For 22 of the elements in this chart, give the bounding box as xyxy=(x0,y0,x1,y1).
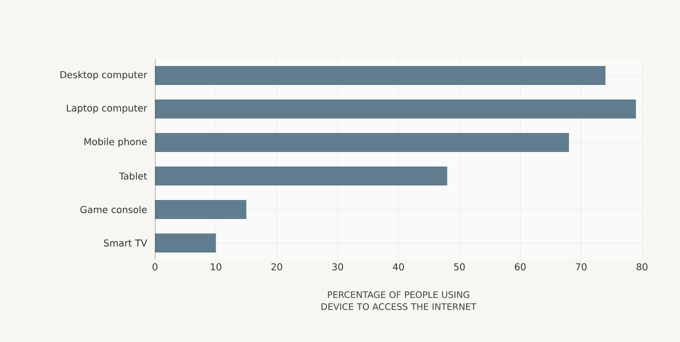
bar xyxy=(155,200,246,219)
y-tick-label: Tablet xyxy=(119,172,148,180)
x-tick-label: 30 xyxy=(332,263,344,270)
bar xyxy=(155,66,606,86)
y-tick-label: Smart TV xyxy=(104,239,148,247)
y-tick-label: Laptop computer xyxy=(66,104,148,114)
x-axis-title: PERCENTAGE OF PEOPLE USING DEVICE TO ACCESS THE INTERNET xyxy=(321,291,476,310)
x-tick-label: 40 xyxy=(392,263,404,270)
x-tick-label: 50 xyxy=(454,263,465,270)
bar xyxy=(155,100,636,119)
x-tick-label: 10 xyxy=(210,263,222,270)
x-tick-label: 20 xyxy=(271,263,282,270)
x-tick-label: 0 xyxy=(152,263,158,270)
bar xyxy=(155,133,569,152)
bar xyxy=(155,234,216,252)
y-tick-label: Desktop computer xyxy=(60,70,148,80)
y-tick-label: Mobile phone xyxy=(84,138,147,148)
x-tick-label: 70 xyxy=(576,263,587,270)
y-tick-label: Game console xyxy=(80,206,147,214)
x-tick-label: 60 xyxy=(514,263,526,270)
bar xyxy=(155,166,448,186)
x-tick-label: 80 xyxy=(636,263,648,270)
